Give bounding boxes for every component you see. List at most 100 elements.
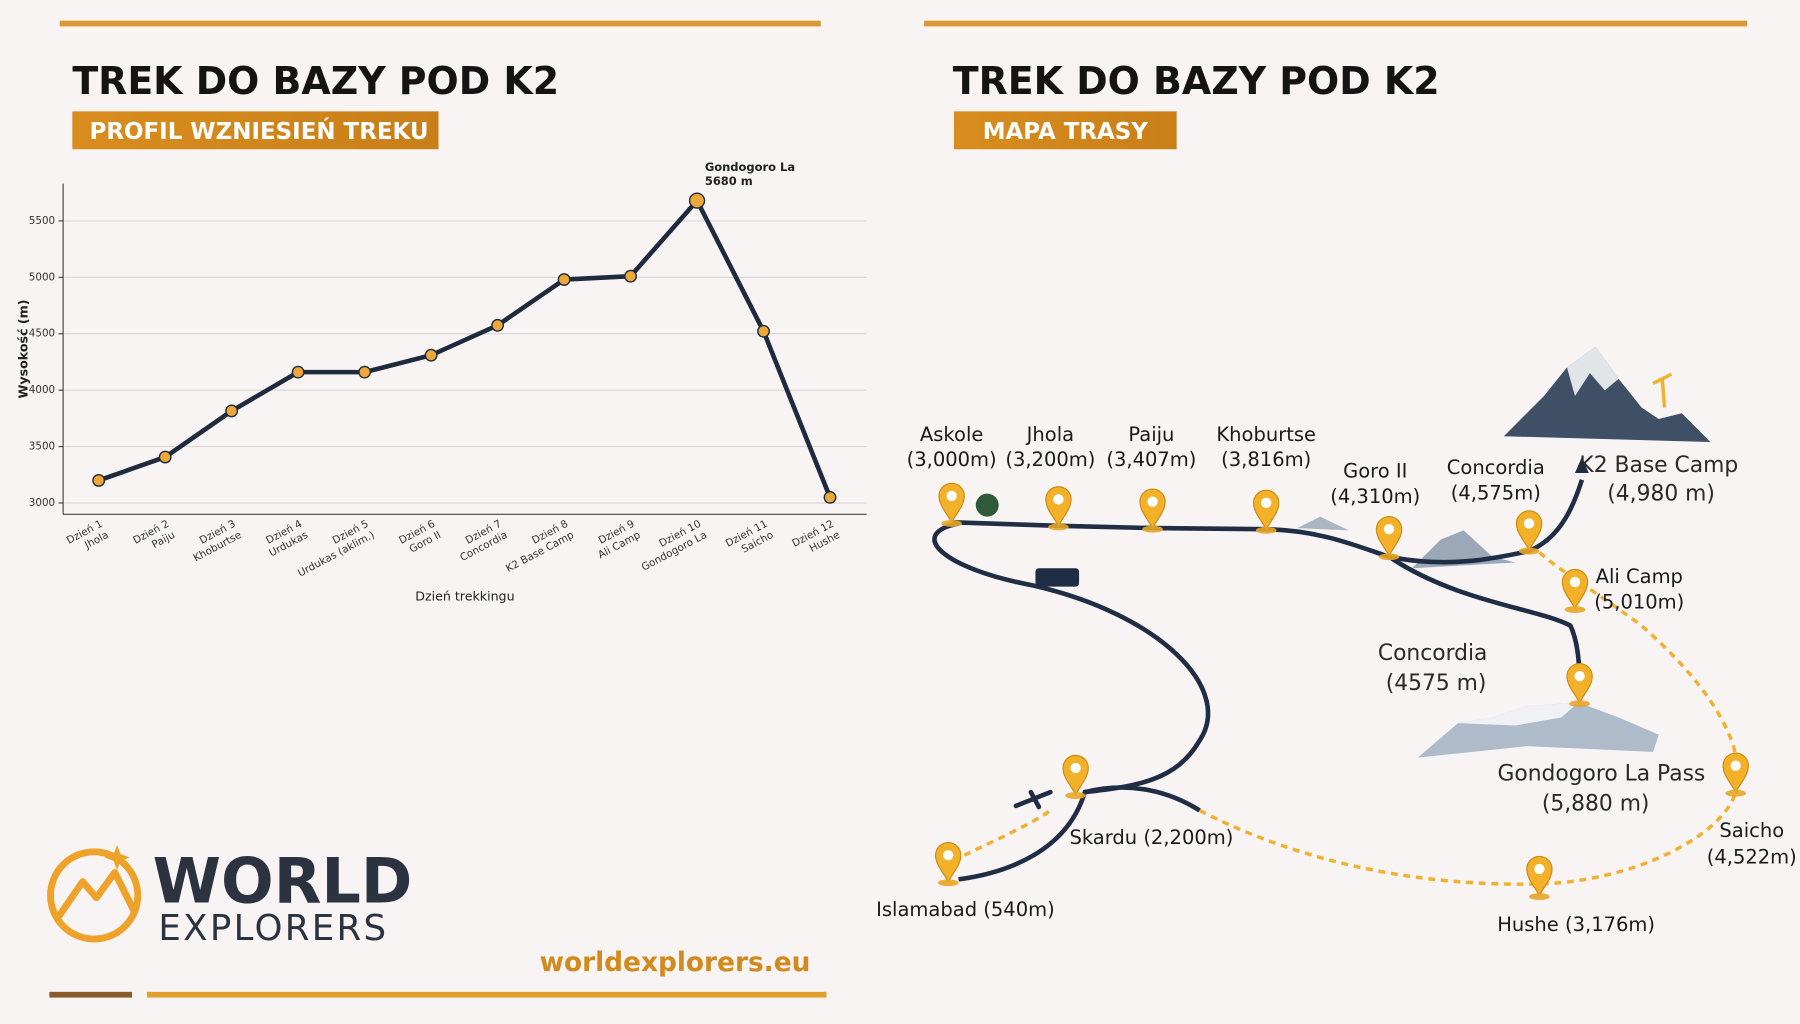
- logo-star: [104, 844, 130, 871]
- place-elevation: (4,575m): [1451, 481, 1541, 504]
- place-label: Islamabad (540m): [876, 898, 1055, 921]
- tree: [975, 493, 999, 517]
- data-point: [624, 269, 637, 283]
- x-tick-label: Dzień 3Khoburtse: [185, 518, 243, 565]
- y-tick-label: 3500: [29, 441, 55, 453]
- plane: [1013, 789, 1053, 810]
- data-point: [424, 348, 438, 362]
- x-tick-label: Dzień 11Saicho: [724, 518, 776, 561]
- mountain: [1417, 702, 1659, 758]
- y-tick-label: 3000: [29, 497, 55, 509]
- x-tick-label: Dzień 4Urdukas: [261, 518, 310, 560]
- annotation: Gondogoro La: [705, 160, 795, 174]
- top-bar: [59, 20, 821, 27]
- place-elevation: (4575 m): [1386, 671, 1487, 696]
- x-tick-label: Dzień 12Hushe: [790, 518, 842, 561]
- y-tick-label: 5000: [29, 271, 55, 283]
- top-bar: [924, 20, 1748, 27]
- x-tick-label: Dzień 2Paiju: [131, 518, 177, 558]
- elevation-line: [97, 198, 833, 499]
- data-point: [92, 474, 106, 487]
- logo-mountain: [54, 869, 139, 921]
- data-point: [688, 192, 706, 209]
- route-map: Askole (3,000m) Jhola (3,200m) Paiju (3,…: [876, 346, 1797, 936]
- pin: [1526, 855, 1553, 901]
- place-elevation: (3,200m): [1005, 448, 1095, 471]
- logo: WORLD EXPLORERS: [47, 844, 413, 949]
- place-elevation: (3,407m): [1106, 448, 1196, 471]
- place-name: Jhola: [1025, 423, 1074, 446]
- place-elevation: (3,000m): [907, 448, 997, 471]
- x-tick-label: Dzień 7Concordia: [452, 518, 509, 564]
- subtitle-box: [953, 111, 1177, 150]
- pin: [1566, 662, 1593, 708]
- place-name: Concordia: [1378, 641, 1488, 666]
- route: [1084, 785, 1201, 813]
- place-label: Hushe (3,176m): [1497, 913, 1655, 936]
- y-axis-label: Wysokość (m): [16, 299, 31, 398]
- elevation-chart: Wysokość (m) Dzień trekkingu Gondogoro L…: [16, 160, 867, 603]
- x-tick-label: Dzień 8K2 Base Camp: [498, 518, 576, 575]
- panel-subtitle: PROFIL WZNIESIEŃ TREKU: [90, 117, 429, 145]
- panel-title: TREK DO BAZY POD K2: [72, 59, 559, 103]
- subtitle-box: [72, 111, 439, 150]
- place-name: Goro II: [1343, 460, 1407, 483]
- x-tick-label: Dzień 10Gondogoro La: [634, 518, 709, 574]
- route-arrow: [1575, 456, 1589, 473]
- website: worldexplorers.eu: [540, 947, 811, 978]
- data-point: [358, 365, 372, 379]
- place-elevation: (5,010m): [1594, 590, 1684, 613]
- brand-word: EXPLORERS: [158, 908, 388, 949]
- place-elevation: (4,310m): [1330, 485, 1420, 508]
- x-tick-label: Dzień 6Goro II: [397, 518, 443, 558]
- x-axis-label: Dzień trekkingu: [415, 588, 514, 603]
- bottom-bar: [146, 991, 827, 998]
- y-tick-label: 5500: [29, 215, 55, 227]
- mountain: [1297, 516, 1349, 531]
- data-point: [291, 365, 305, 379]
- place-name: K2 Base Camp: [1579, 453, 1738, 478]
- data-point: [823, 490, 837, 504]
- bottom-bar: [49, 991, 133, 998]
- place-name: Paiju: [1128, 423, 1174, 446]
- jeep: [1035, 568, 1080, 587]
- panel-subtitle: MAPA TRASY: [983, 119, 1149, 145]
- brand-word: WORLD: [153, 844, 413, 917]
- place-name: Askole: [920, 423, 983, 446]
- place-name: Khoburtse: [1216, 423, 1316, 446]
- data-point: [757, 324, 770, 338]
- place-name: Saicho: [1719, 819, 1784, 842]
- flight-route: [963, 809, 1052, 857]
- pin: [935, 842, 962, 887]
- annotation: 5680 m: [705, 174, 753, 188]
- mountain-snow: [1566, 346, 1619, 397]
- x-tick-label: Dzień 9Ali Camp: [590, 518, 642, 561]
- y-tick-label: 4000: [29, 384, 55, 396]
- y-tick-label: 4500: [29, 328, 55, 340]
- data-point: [158, 450, 172, 464]
- mountain: [1503, 346, 1711, 442]
- place-name: Concordia: [1447, 456, 1545, 479]
- return-route: [1198, 549, 1740, 886]
- place-elevation: (5,880 m): [1542, 791, 1650, 816]
- pin: [1722, 752, 1749, 798]
- route: [1387, 554, 1582, 689]
- panel-title: TREK DO BAZY POD K2: [953, 59, 1440, 103]
- data-point: [557, 273, 571, 287]
- place-name: Gondogoro La Pass: [1498, 762, 1706, 787]
- place-label: Skardu (2,200m): [1069, 826, 1233, 849]
- route: [932, 521, 1211, 882]
- ice-axe: [1652, 372, 1673, 408]
- x-tick-label: Dzień 1Jhola: [65, 518, 111, 558]
- logo-ring: [47, 848, 142, 943]
- data-point: [491, 318, 505, 332]
- data-point: [225, 404, 239, 418]
- route: [952, 479, 1585, 565]
- place-elevation: (3,816m): [1221, 448, 1311, 471]
- place-elevation: (4,522m): [1707, 845, 1797, 868]
- mountain-snow: [1457, 702, 1579, 726]
- place-elevation: (4,980 m): [1607, 482, 1715, 507]
- pin: [1561, 568, 1589, 614]
